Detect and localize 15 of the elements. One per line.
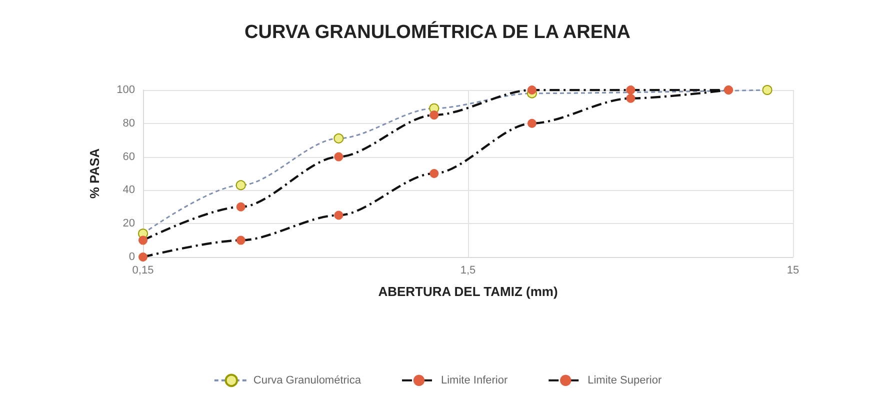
y-tick-label: 60 <box>122 150 135 163</box>
x-axis-title: ABERTURA DEL TAMIZ (mm) <box>378 284 558 299</box>
x-tick-label: 1,5 <box>460 264 476 276</box>
legend-label: Limite Superior <box>588 374 662 386</box>
y-axis-title: % PASA <box>87 148 102 199</box>
y-tick-label: 80 <box>122 117 135 130</box>
y-tick-label: 40 <box>122 184 135 196</box>
legend-label: Curva Granulométrica <box>253 374 362 386</box>
x-tick-label: 0,15 <box>132 264 154 276</box>
y-tick-label: 0 <box>128 251 135 263</box>
y-tick-label: 100 <box>116 84 135 96</box>
x-tick-label: 15 <box>786 264 800 276</box>
legend-label: Limite Inferior <box>440 374 508 386</box>
chart-title: CURVA GRANULOMÉTRICA DE LA ARENA <box>244 21 631 43</box>
y-tick-label: 20 <box>122 218 135 230</box>
